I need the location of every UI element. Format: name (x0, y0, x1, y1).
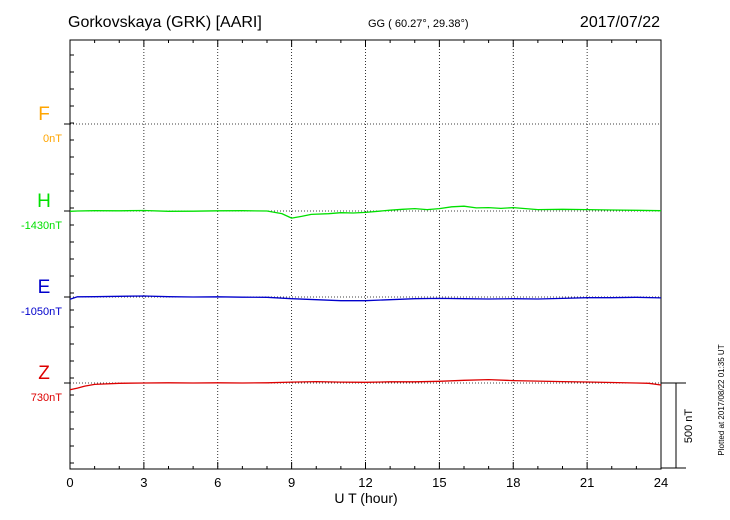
series-line-H (69, 205, 662, 219)
x-tick-label: 3 (140, 475, 147, 490)
x-tick-label: 12 (358, 475, 372, 490)
plot-frame (69, 39, 662, 470)
series-name-F: F (38, 104, 50, 125)
station-title: Gorkovskaya (GRK) [AARI] (68, 14, 262, 31)
series-name-E: E (38, 277, 51, 298)
date-label: 2017/07/22 (580, 14, 660, 31)
baseline-label-H: -1430nT (21, 220, 62, 232)
x-tick-label: 18 (506, 475, 520, 490)
series-line-Z (69, 378, 662, 391)
x-tick-label: 15 (432, 475, 446, 490)
station-coordinates: GG ( 60.27°, 29.38°) (368, 18, 469, 30)
plotted-timestamp: Plotted at 2017/08/22 01:35 UT (717, 344, 726, 455)
x-tick-label: 6 (214, 475, 221, 490)
baseline-label-F: 0nT (43, 133, 62, 145)
x-tick-label: 9 (288, 475, 295, 490)
x-tick-label: 0 (66, 475, 73, 490)
series-name-Z: Z (38, 363, 50, 384)
series-line-E (69, 295, 662, 302)
series-name-H: H (37, 191, 51, 212)
scale-bar-label: 500 nT (683, 409, 695, 444)
x-tick-label: 21 (580, 475, 594, 490)
x-tick-label: 24 (654, 475, 668, 490)
x-axis-label: U T (hour) (334, 490, 397, 506)
baseline-label-E: -1050nT (21, 306, 62, 318)
baseline-label-Z: 730nT (31, 392, 62, 404)
